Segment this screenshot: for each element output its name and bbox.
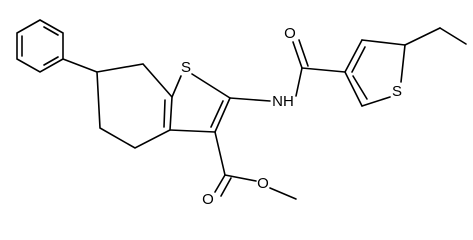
- atom-label: S: [392, 83, 402, 100]
- bond: [361, 39, 406, 46]
- bond: [269, 187, 297, 200]
- bond: [210, 100, 224, 128]
- molecule-diagram: S NH O S O O: [16, 19, 467, 208]
- bond: [96, 63, 173, 149]
- bond: [16, 19, 64, 73]
- bond: [214, 174, 226, 193]
- bond: [404, 27, 441, 46]
- bonds: [16, 19, 467, 200]
- bond: [351, 46, 366, 73]
- page: {"nodes": [{"label": "S"}, {"label": "NH…: [16, 19, 467, 208]
- bond: [292, 41, 303, 69]
- bond: [344, 71, 363, 107]
- atom-label: O: [284, 25, 296, 42]
- bond: [229, 97, 271, 102]
- bond: [214, 97, 231, 133]
- bond: [224, 174, 257, 182]
- bond: [214, 131, 226, 176]
- bond: [439, 27, 467, 45]
- bond: [400, 44, 406, 83]
- bond: [163, 99, 166, 128]
- bond: [220, 177, 232, 197]
- atom-label: O: [202, 191, 214, 208]
- bond: [43, 26, 59, 36]
- atom-labels: S NH O S O O: [181, 25, 402, 208]
- bond: [191, 73, 231, 99]
- bond: [62, 58, 98, 73]
- atom-label: O: [257, 175, 269, 192]
- bond: [344, 39, 363, 73]
- bond: [171, 75, 182, 98]
- bond: [298, 39, 309, 67]
- bond: [352, 75, 368, 100]
- atom-label: NH: [272, 93, 294, 110]
- atom-label: S: [181, 59, 191, 76]
- bond: [301, 67, 346, 73]
- bond: [295, 67, 303, 97]
- bond: [43, 56, 59, 66]
- bond: [169, 129, 216, 133]
- bond: [361, 96, 391, 107]
